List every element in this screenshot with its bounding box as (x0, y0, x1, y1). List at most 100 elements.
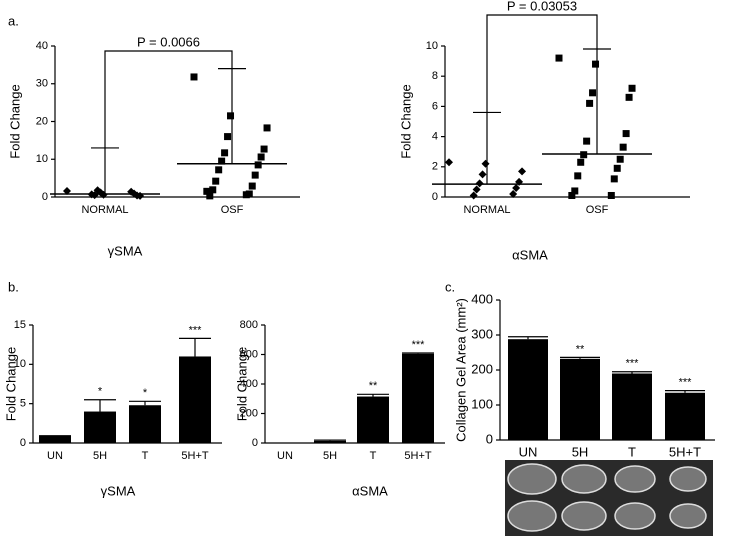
data-point (445, 158, 453, 167)
y-tick-label: 15 (14, 319, 26, 331)
y-axis-label: Fold Change (234, 347, 249, 421)
x-tick-label: 5H+T (404, 450, 431, 462)
x-tick-label: 5H+T (181, 450, 208, 462)
data-point (260, 145, 268, 153)
bar (665, 392, 705, 440)
data-point (469, 191, 478, 200)
x-tick-label: 5H (323, 450, 337, 462)
data-point (212, 177, 220, 185)
x-tick-label: T (370, 450, 377, 462)
y-tick-label: 0 (432, 191, 438, 203)
data-point (568, 191, 576, 199)
x-tick-label: NORMAL (463, 204, 510, 216)
gel-well (669, 503, 707, 529)
gel-well (614, 465, 656, 493)
bar (179, 356, 211, 443)
gel-well (669, 466, 707, 492)
y-tick-label: 100 (471, 396, 493, 411)
y-tick-label: 200 (471, 361, 493, 376)
x-tick-label: OSF (221, 204, 244, 216)
significance-mark: *** (189, 324, 203, 336)
data-point (592, 60, 600, 68)
data-point (251, 171, 259, 179)
data-point (628, 84, 636, 92)
data-point (610, 175, 618, 183)
data-point (586, 99, 594, 107)
significance-mark: ** (369, 380, 378, 392)
y-tick-label: 6 (432, 100, 438, 112)
y-tick-label: 400 (471, 291, 493, 306)
data-point (263, 124, 271, 132)
bar (314, 440, 346, 443)
data-point (509, 189, 518, 198)
y-tick-label: 200 (240, 407, 258, 419)
data-point (607, 191, 615, 199)
y-tick-label: 300 (471, 326, 493, 341)
data-point (254, 161, 262, 169)
data-point (242, 191, 250, 199)
y-axis-label: Fold Change (7, 84, 22, 158)
data-point (481, 159, 490, 168)
y-tick-label: 10 (36, 153, 48, 165)
data-point (619, 143, 627, 151)
panel-label: b. (8, 279, 19, 294)
data-point (622, 130, 630, 138)
x-tick-label: 5H+T (669, 444, 701, 459)
gel-photo (505, 460, 713, 536)
data-point (224, 133, 232, 141)
bar (560, 358, 600, 440)
y-tick-label: 800 (240, 319, 258, 331)
x-tick-label: T (628, 444, 636, 459)
x-tick-label: UN (277, 450, 293, 462)
y-tick-label: 30 (36, 78, 48, 90)
significance-mark: * (98, 386, 103, 398)
data-point (589, 89, 597, 97)
y-axis-label: Fold Change (398, 84, 413, 158)
y-tick-label: 20 (36, 115, 48, 127)
bar (612, 373, 652, 440)
x-tick-label: UN (47, 450, 63, 462)
data-point (613, 164, 621, 172)
data-point (190, 73, 198, 81)
data-point (203, 187, 211, 195)
data-point (215, 166, 223, 174)
y-tick-label: 0 (42, 191, 48, 203)
y-tick-label: 600 (240, 348, 258, 360)
data-point (475, 179, 484, 188)
data-point (518, 167, 527, 176)
x-tick-label: 5H (93, 450, 107, 462)
gel-well (561, 464, 607, 494)
y-tick-label: 0 (20, 437, 26, 449)
chart-title: αSMA (352, 483, 388, 498)
significance-mark: *** (412, 339, 426, 351)
y-tick-label: 40 (36, 40, 48, 52)
chart-title: γSMA (101, 483, 136, 498)
x-tick-label: 5H (572, 444, 589, 459)
chart-title: αSMA (512, 247, 548, 262)
data-point (472, 185, 481, 194)
data-point (221, 149, 229, 157)
data-point (583, 137, 591, 145)
data-point (616, 155, 624, 163)
bar (39, 435, 71, 443)
gel-well (507, 500, 557, 532)
significance-bracket (104, 50, 233, 148)
data-point (248, 182, 256, 190)
y-tick-label: 0 (252, 437, 258, 449)
data-point (571, 187, 579, 195)
y-tick-label: 10 (14, 358, 26, 370)
x-tick-label: NORMAL (81, 204, 128, 216)
bar (84, 411, 116, 443)
y-tick-label: 10 (426, 40, 438, 52)
data-point (512, 183, 521, 192)
significance-mark: *** (626, 358, 640, 370)
gel-well (614, 502, 656, 530)
y-axis-label: Fold Change (3, 347, 18, 421)
y-tick-label: 4 (432, 131, 438, 143)
data-point (574, 172, 582, 180)
data-point (63, 186, 71, 195)
y-axis-label: Collagen Gel Area (mm²) (453, 298, 468, 442)
data-point (206, 192, 214, 200)
y-tick-label: 5 (20, 398, 26, 410)
